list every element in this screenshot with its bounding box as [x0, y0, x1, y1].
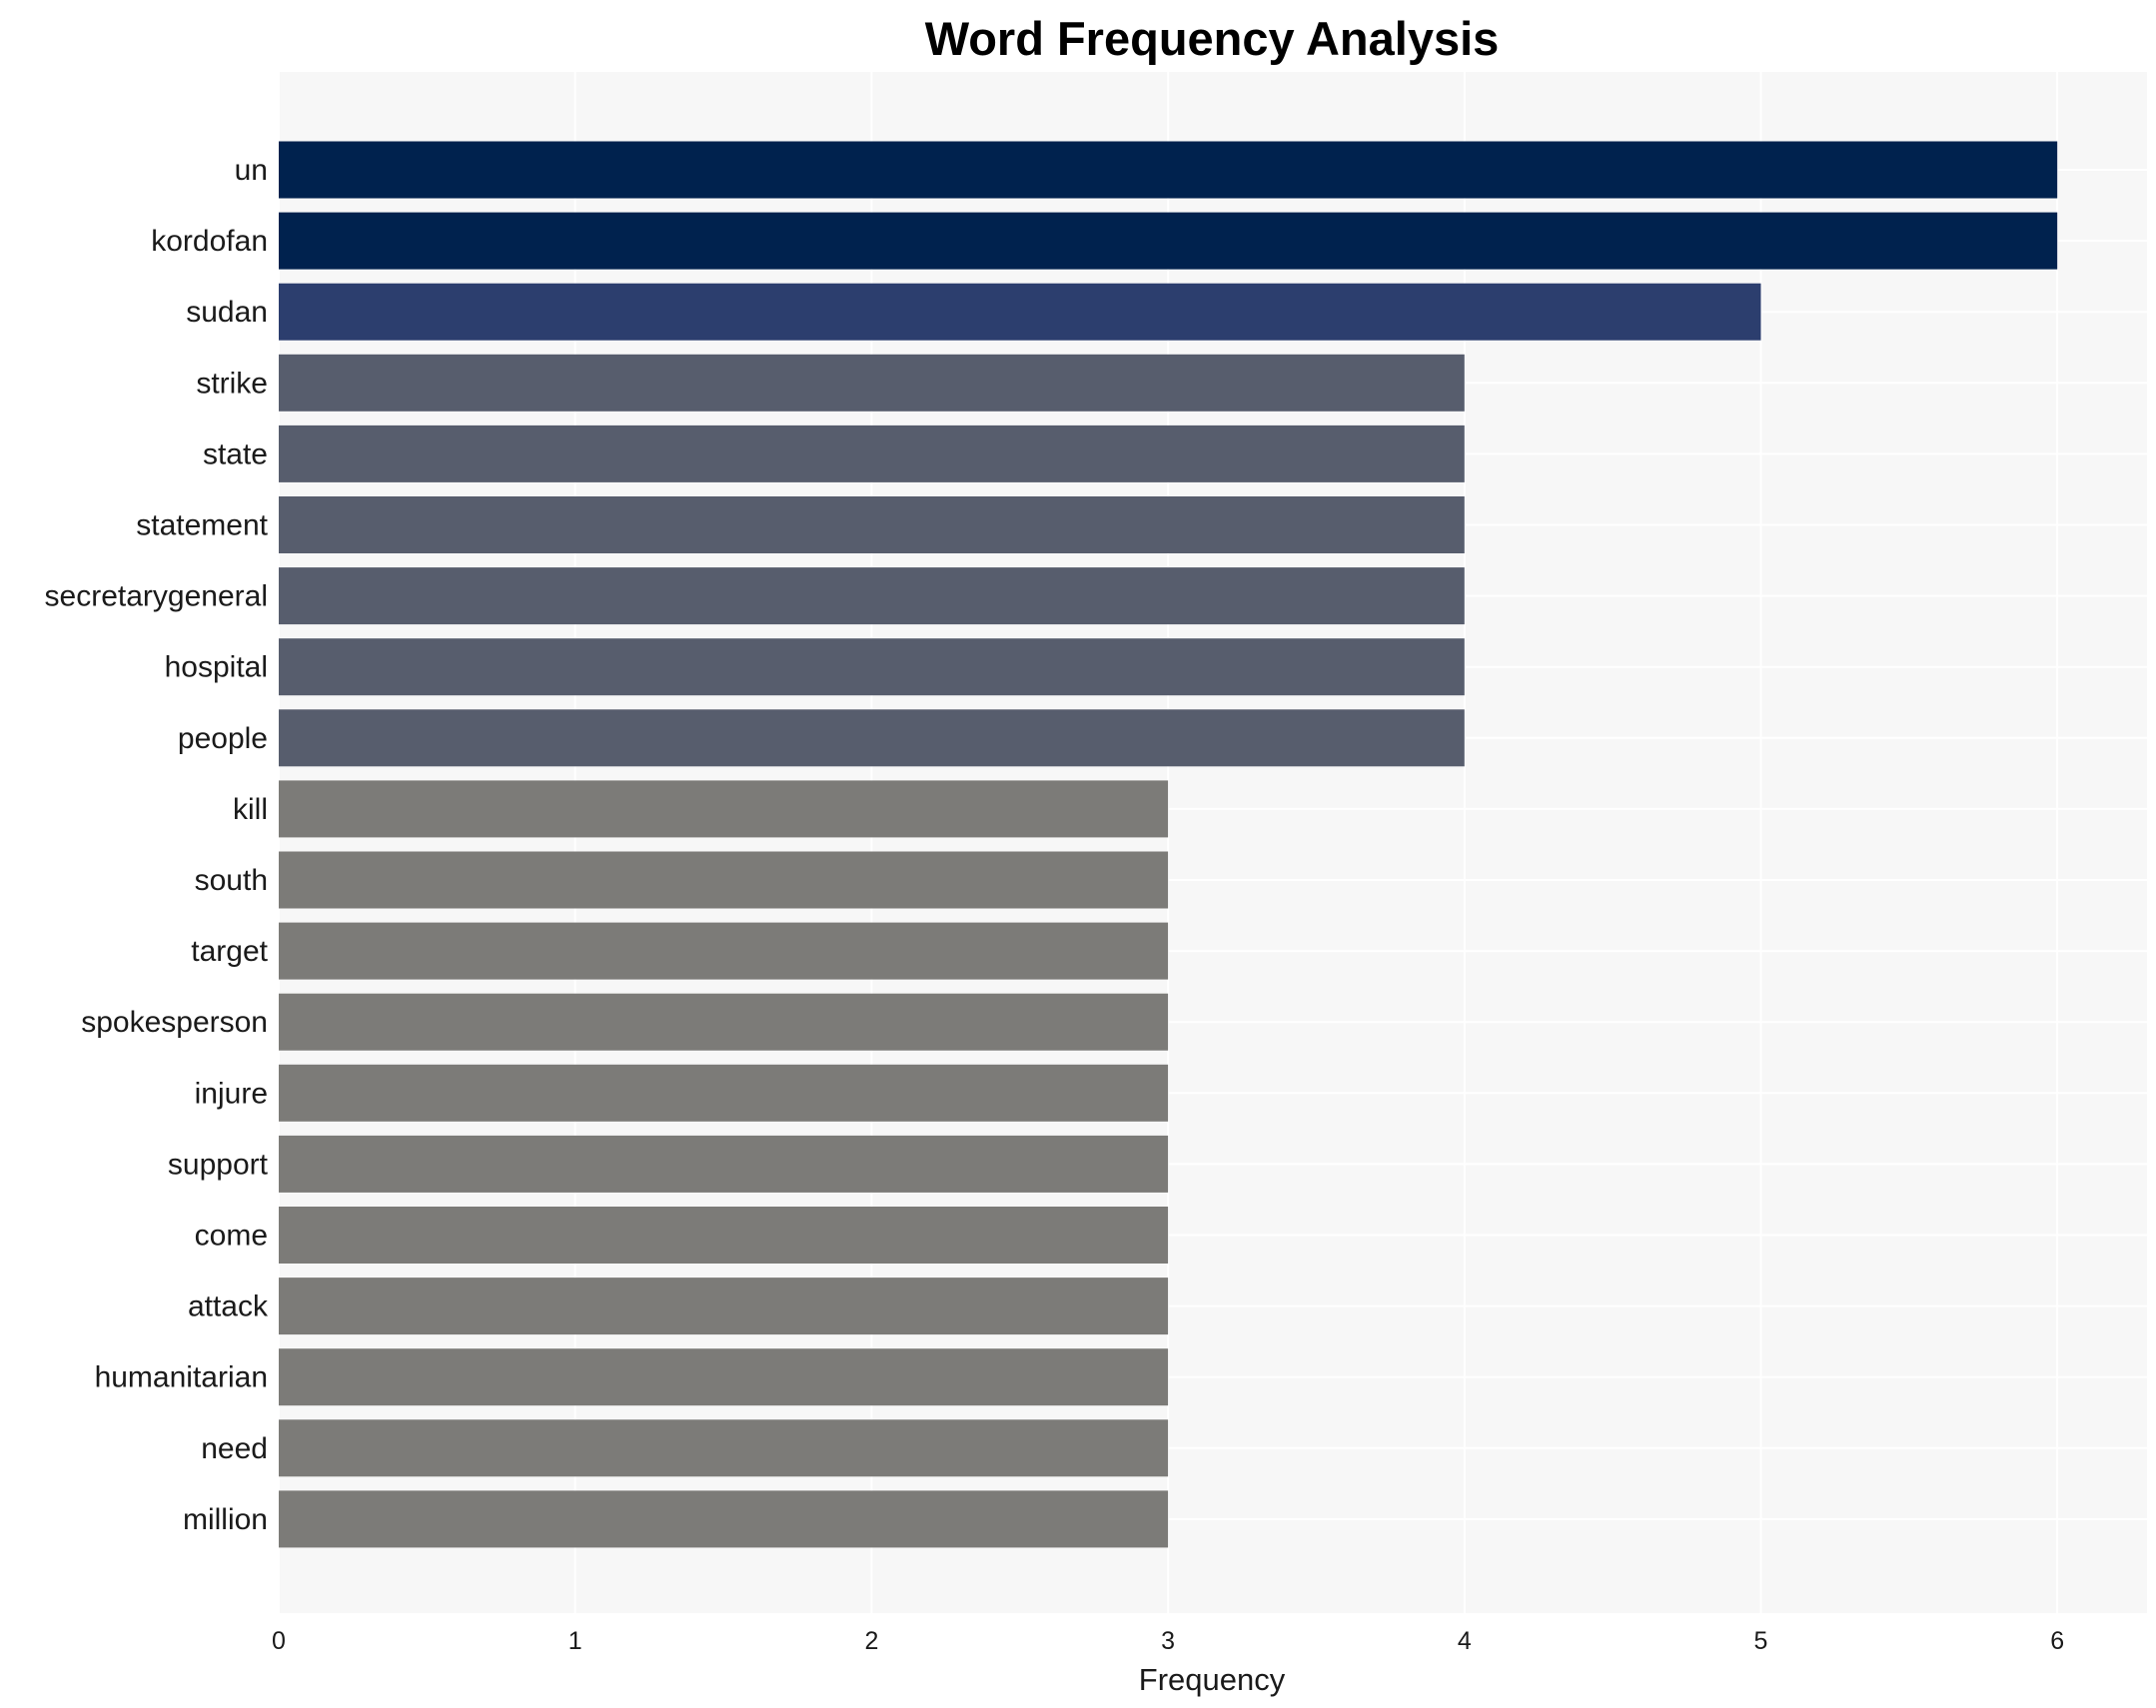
bar-people [279, 709, 1465, 767]
y-tick-label: hospital [165, 651, 268, 684]
x-tick-label: 2 [864, 1627, 878, 1655]
y-tick-label: statement [136, 509, 268, 542]
x-tick-label: 0 [272, 1627, 286, 1655]
y-tick-label: south [195, 864, 268, 897]
x-axis-label: Frequency [1139, 1662, 1286, 1697]
bar-secretarygeneral [279, 567, 1465, 625]
bar-need [279, 1419, 1169, 1477]
bars [279, 141, 2058, 1548]
bar-support [279, 1135, 1169, 1193]
x-tick-labels: 0 1 2 3 4 5 6 [272, 1627, 2064, 1655]
y-tick-label: support [168, 1148, 269, 1181]
bar-injure [279, 1064, 1169, 1122]
y-tick-label: sudan [186, 296, 268, 329]
y-tick-label: state [203, 437, 268, 470]
bar-south [279, 851, 1169, 909]
y-tick-label: humanitarian [95, 1361, 268, 1394]
x-tick-label: 3 [1161, 1627, 1175, 1655]
y-tick-labels: un kordofan sudan strike state statement secre… [45, 154, 269, 1536]
chart-title: Word Frequency Analysis [925, 12, 1500, 65]
y-tick-label: target [191, 935, 268, 968]
y-tick-label: come [195, 1220, 268, 1253]
y-tick-label: kill [233, 793, 268, 826]
y-tick-label: strike [196, 367, 268, 400]
y-tick-label: attack [188, 1290, 269, 1323]
y-tick-label: kordofan [151, 225, 268, 258]
bar-hospital [279, 638, 1465, 696]
y-tick-label: secretarygeneral [45, 580, 268, 613]
bar-state [279, 425, 1465, 482]
x-tick-label: 6 [2050, 1627, 2064, 1655]
y-tick-label: injure [195, 1077, 268, 1110]
y-tick-label: million [183, 1503, 268, 1536]
bar-come [279, 1207, 1169, 1264]
bar-kordofan [279, 212, 2058, 270]
y-tick-label: people [178, 722, 268, 755]
bar-target [279, 922, 1169, 980]
x-tick-label: 5 [1754, 1627, 1768, 1655]
bar-million [279, 1490, 1169, 1548]
bar-spokesperson [279, 993, 1169, 1051]
bar-humanitarian [279, 1348, 1169, 1406]
bar-attack [279, 1278, 1169, 1335]
bar-un [279, 141, 2058, 199]
bar-statement [279, 496, 1465, 553]
bar-strike [279, 354, 1465, 412]
y-tick-label: un [235, 154, 268, 187]
x-tick-label: 1 [568, 1627, 582, 1655]
y-tick-label: spokesperson [81, 1006, 268, 1039]
x-tick-label: 4 [1458, 1627, 1472, 1655]
bar-kill [279, 780, 1169, 838]
bar-sudan [279, 283, 1761, 341]
y-tick-label: need [201, 1432, 268, 1465]
